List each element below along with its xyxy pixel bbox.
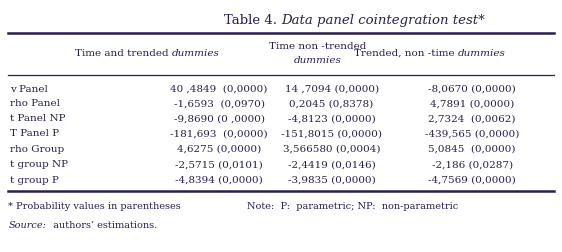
Text: -1,6593  (0,0970): -1,6593 (0,0970) [174,99,265,108]
Text: 4,7891 (0,0000): 4,7891 (0,0000) [430,99,514,108]
Text: Table 4.: Table 4. [224,14,281,27]
Text: Trended, non -time: Trended, non -time [354,48,458,57]
Text: dummies: dummies [458,48,506,57]
Text: Time non -trended: Time non -trended [269,42,366,50]
Text: t Panel NP: t Panel NP [10,114,66,123]
Text: dummies: dummies [293,55,342,64]
Text: -2,186 (0,0287): -2,186 (0,0287) [432,160,513,169]
Text: Note:  P:  parametric; NP:  non-parametric: Note: P: parametric; NP: non-parametric [247,201,459,210]
Text: -181,693  (0,0000): -181,693 (0,0000) [170,129,268,138]
Text: T Panel P: T Panel P [10,129,59,138]
Text: * Probability values in parentheses: * Probability values in parentheses [8,201,181,210]
Text: -4,8394 (0,0000): -4,8394 (0,0000) [175,175,263,184]
Text: Data panel cointegration test*: Data panel cointegration test* [281,14,485,27]
Text: -151,8015 (0,0000): -151,8015 (0,0000) [281,129,382,138]
Text: -439,565 (0,0000): -439,565 (0,0000) [425,129,519,138]
Text: 14 ,7094 (0,0000): 14 ,7094 (0,0000) [284,84,379,93]
Text: -4,7569 (0,0000): -4,7569 (0,0000) [428,175,516,184]
Text: t group NP: t group NP [10,160,68,169]
Text: -4,8123 (0,0000): -4,8123 (0,0000) [288,114,375,123]
Text: 0,2045 (0,8378): 0,2045 (0,8378) [289,99,374,108]
Text: dummies: dummies [171,48,219,57]
Text: v Panel: v Panel [10,84,48,93]
Text: 4,6275 (0,0000): 4,6275 (0,0000) [177,144,261,153]
Text: -3,9835 (0,0000): -3,9835 (0,0000) [288,175,375,184]
Text: t group P: t group P [10,175,59,184]
Text: 40 ,4849  (0,0000): 40 ,4849 (0,0000) [170,84,268,93]
Text: rho Group: rho Group [10,144,65,153]
Text: -2,5715 (0,0101): -2,5715 (0,0101) [175,160,263,169]
Text: rho Panel: rho Panel [10,99,60,108]
Text: -9,8690 (0 ,0000): -9,8690 (0 ,0000) [174,114,265,123]
Text: authors’ estimations.: authors’ estimations. [47,220,157,229]
Text: Source:: Source: [8,220,46,229]
Text: -2,4419 (0,0146): -2,4419 (0,0146) [288,160,375,169]
Text: -8,0670 (0,0000): -8,0670 (0,0000) [428,84,516,93]
Text: 2,7324  (0,0062): 2,7324 (0,0062) [428,114,516,123]
Text: Time and trended: Time and trended [75,48,171,57]
Text: 5,0845  (0,0000): 5,0845 (0,0000) [428,144,516,153]
Text: 3,566580 (0,0004): 3,566580 (0,0004) [283,144,380,153]
